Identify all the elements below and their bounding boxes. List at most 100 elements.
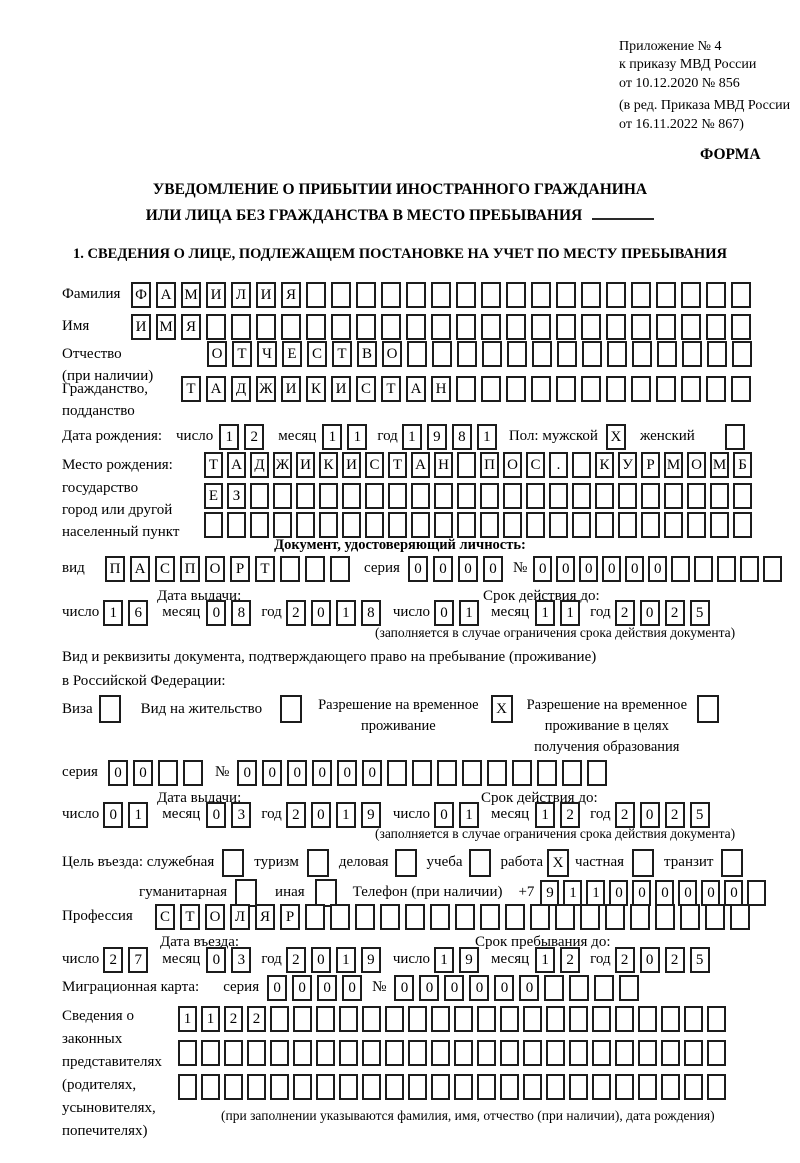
form-cell[interactable]: [544, 975, 565, 1001]
form-cell[interactable]: [293, 1074, 312, 1100]
form-cell[interactable]: 0: [579, 556, 599, 582]
form-cell[interactable]: [731, 282, 751, 308]
form-cell[interactable]: 0: [632, 880, 652, 906]
form-cell[interactable]: [707, 1074, 726, 1100]
form-cell[interactable]: 1: [322, 424, 343, 450]
form-cell[interactable]: 0: [609, 880, 629, 906]
form-cell[interactable]: [707, 1040, 726, 1066]
form-cell[interactable]: П: [480, 452, 499, 478]
form-cell[interactable]: И: [206, 282, 226, 308]
form-cell[interactable]: [531, 376, 551, 402]
form-cell[interactable]: [581, 282, 601, 308]
form-cell[interactable]: 0: [556, 556, 576, 582]
form-cell[interactable]: X: [547, 849, 570, 877]
form-cell[interactable]: [661, 1006, 680, 1032]
form-cell[interactable]: [681, 314, 701, 340]
form-cell[interactable]: Т: [204, 452, 223, 478]
form-cell[interactable]: 0: [103, 802, 124, 828]
form-cell[interactable]: [631, 282, 651, 308]
form-cell[interactable]: [731, 376, 751, 402]
form-cell[interactable]: [457, 452, 476, 478]
form-cell[interactable]: [457, 512, 476, 538]
form-cell[interactable]: 0: [519, 975, 540, 1001]
form-cell[interactable]: [431, 282, 451, 308]
form-cell[interactable]: 2: [560, 802, 581, 828]
form-cell[interactable]: [406, 314, 426, 340]
form-cell[interactable]: [204, 512, 223, 538]
form-cell[interactable]: 9: [540, 880, 560, 906]
form-cell[interactable]: [710, 512, 729, 538]
form-cell[interactable]: [157, 760, 178, 786]
form-cell[interactable]: 0: [494, 975, 515, 1001]
form-cell[interactable]: 1: [219, 424, 240, 450]
form-cell[interactable]: 0: [362, 760, 383, 786]
form-cell[interactable]: 1: [335, 802, 356, 828]
form-cell[interactable]: [330, 556, 350, 582]
form-cell[interactable]: [638, 1006, 657, 1032]
form-cell[interactable]: [250, 512, 269, 538]
form-cell[interactable]: 1: [434, 947, 455, 973]
form-cell[interactable]: [618, 483, 637, 509]
form-cell[interactable]: [222, 849, 245, 877]
form-cell[interactable]: [694, 556, 714, 582]
form-cell[interactable]: [293, 1040, 312, 1066]
form-cell[interactable]: [572, 483, 591, 509]
form-cell[interactable]: [468, 849, 491, 877]
form-cell[interactable]: [280, 695, 303, 723]
form-cell[interactable]: З: [227, 483, 246, 509]
form-cell[interactable]: [224, 1074, 243, 1100]
form-cell[interactable]: [630, 904, 650, 930]
form-cell[interactable]: 5: [689, 600, 710, 626]
form-cell[interactable]: [531, 314, 551, 340]
form-cell[interactable]: [235, 879, 258, 907]
form-cell[interactable]: [500, 1074, 519, 1100]
form-cell[interactable]: [503, 483, 522, 509]
form-cell[interactable]: [562, 760, 583, 786]
form-cell[interactable]: [362, 1006, 381, 1032]
form-cell[interactable]: [365, 483, 384, 509]
form-cell[interactable]: 1: [103, 600, 124, 626]
form-cell[interactable]: [595, 512, 614, 538]
form-cell[interactable]: 0: [407, 556, 428, 582]
form-cell[interactable]: [454, 1074, 473, 1100]
form-cell[interactable]: 8: [451, 424, 472, 450]
form-cell[interactable]: [281, 314, 301, 340]
form-cell[interactable]: 2: [664, 947, 685, 973]
form-cell[interactable]: Н: [431, 376, 451, 402]
form-cell[interactable]: А: [411, 452, 430, 478]
form-cell[interactable]: 2: [244, 424, 265, 450]
form-cell[interactable]: [506, 282, 526, 308]
form-cell[interactable]: [526, 483, 545, 509]
form-cell[interactable]: [587, 760, 608, 786]
form-cell[interactable]: [595, 483, 614, 509]
form-cell[interactable]: 0: [434, 600, 455, 626]
form-cell[interactable]: 3: [231, 802, 252, 828]
form-cell[interactable]: Р: [280, 904, 300, 930]
form-cell[interactable]: [632, 849, 655, 877]
form-cell[interactable]: Ф: [131, 282, 151, 308]
form-cell[interactable]: [477, 1006, 496, 1032]
form-cell[interactable]: [549, 512, 568, 538]
form-cell[interactable]: 1: [535, 947, 556, 973]
form-cell[interactable]: [362, 1074, 381, 1100]
form-cell[interactable]: 0: [457, 556, 478, 582]
form-cell[interactable]: [256, 314, 276, 340]
form-cell[interactable]: 0: [342, 975, 363, 1001]
form-cell[interactable]: 0: [701, 880, 721, 906]
form-cell[interactable]: [356, 282, 376, 308]
form-cell[interactable]: 0: [648, 556, 668, 582]
form-cell[interactable]: [537, 760, 558, 786]
form-cell[interactable]: [480, 512, 499, 538]
form-cell[interactable]: А: [406, 376, 426, 402]
form-cell[interactable]: О: [205, 556, 225, 582]
form-cell[interactable]: [605, 904, 625, 930]
form-cell[interactable]: [330, 904, 350, 930]
form-cell[interactable]: [730, 904, 750, 930]
form-cell[interactable]: 1: [347, 424, 368, 450]
form-cell[interactable]: 0: [287, 760, 308, 786]
form-cell[interactable]: [306, 314, 326, 340]
form-cell[interactable]: [430, 904, 450, 930]
form-cell[interactable]: 0: [639, 600, 660, 626]
form-cell[interactable]: 0: [310, 600, 331, 626]
form-cell[interactable]: 0: [310, 802, 331, 828]
